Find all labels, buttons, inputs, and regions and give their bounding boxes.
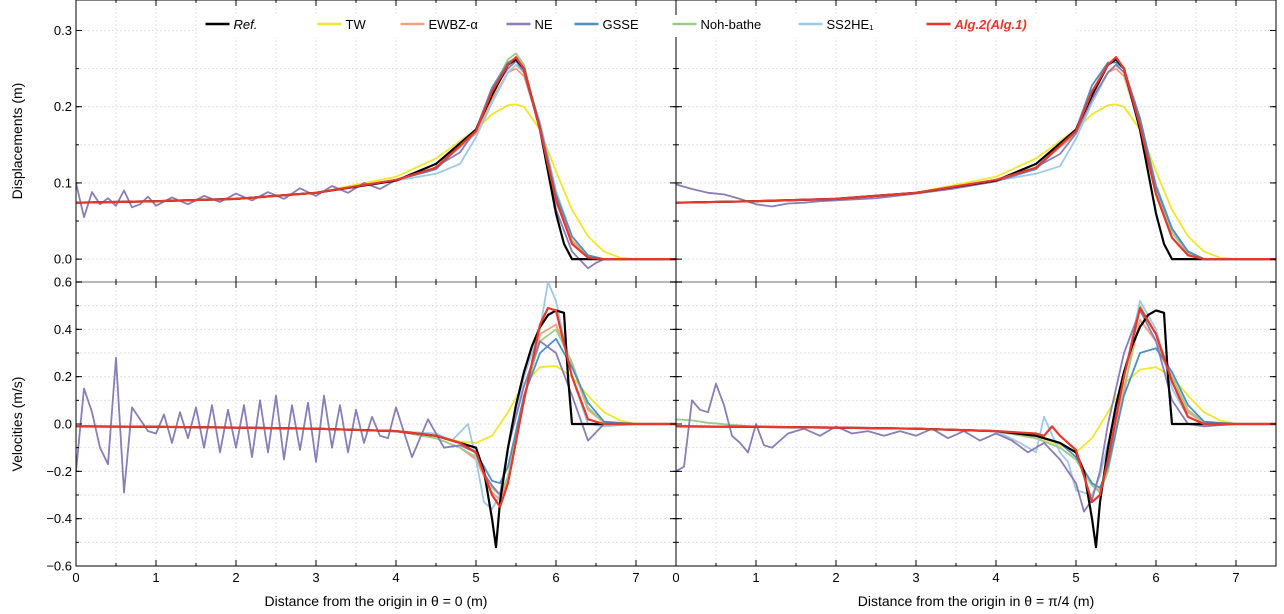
y-tick-label: 0.0 (54, 417, 72, 432)
x-tick-label: 4 (392, 570, 399, 585)
x-tick-label: 2 (232, 570, 239, 585)
panel-frame (675, 0, 1277, 283)
series-line-ref- (76, 309, 676, 549)
series-line-ewbz- (676, 67, 1276, 260)
x-tick-label: 7 (632, 570, 639, 585)
series-line-ss2he- (76, 63, 676, 260)
panel-series-bottom-left (76, 282, 676, 549)
series-line-tw (676, 103, 1276, 260)
y-axis-label-bottom: Velocities (m/s) (9, 377, 25, 472)
series-line-gsse (676, 61, 1276, 260)
series-line-ne (76, 60, 676, 270)
y-tick-label: 0.1 (54, 175, 72, 190)
series-line-ref- (676, 58, 1276, 261)
y-tick-label: 0.2 (54, 99, 72, 114)
x-tick-label: 6 (552, 570, 559, 585)
series-line-alg-2-alg-1- (76, 56, 676, 261)
series-line-ref- (76, 58, 676, 261)
series-line-ss2he- (676, 63, 1276, 260)
series-line-alg-2-alg-1- (676, 306, 1276, 504)
ticks-layer: 0.0 0.1 0.2 0.3 0 1 2 3 4 5 6 7 −0.6 −0.4 −0.2 0.0 0.2 0.… (46, 0, 1277, 585)
panel-series-top-right (676, 56, 1276, 261)
legend-label: NE (535, 17, 553, 32)
series-line-noh-bathe (676, 58, 1276, 260)
legend-label: Alg.2(Alg.1) (954, 17, 1027, 32)
series-line-ne (676, 309, 1276, 513)
y-tick-label: 0.0 (54, 252, 72, 267)
x-tick-label: 3 (912, 570, 919, 585)
x-tick-label: 5 (472, 570, 479, 585)
legend-label: GSSE (603, 17, 639, 32)
y-tick-label: −0.4 (46, 511, 72, 526)
series-line-ref- (676, 309, 1276, 549)
panel-frame (75, 0, 677, 283)
x-axis-label-right: Distance from the origin in θ = π/4 (m) (858, 593, 1094, 609)
series-line-ne (676, 63, 1276, 260)
legend-label: SS2HE₁ (827, 17, 875, 32)
legend-label: EWBZ-α (429, 17, 479, 32)
x-tick-label: 0 (672, 570, 679, 585)
x-tick-label: 7 (1232, 570, 1239, 585)
legend-label: TW (346, 17, 367, 32)
series-layer (76, 52, 1276, 549)
y-tick-label: −0.6 (46, 559, 72, 574)
x-tick-label: 5 (1072, 570, 1079, 585)
series-line-gsse (76, 57, 676, 260)
series-line-noh-bathe (76, 52, 676, 260)
y-tick-label: −0.2 (46, 464, 72, 479)
series-line-alg-2-alg-1- (76, 306, 676, 508)
y-tick-label: 0.6 (54, 275, 72, 290)
series-line-ne (76, 340, 676, 496)
series-line-tw (76, 103, 676, 260)
y-tick-label: 0.2 (54, 369, 72, 384)
y-tick-label: 0.4 (54, 322, 72, 337)
panel-series-top-left (76, 52, 676, 270)
x-tick-label: 6 (1152, 570, 1159, 585)
legend-label: Ref. (234, 17, 258, 32)
y-tick-label: 0.3 (54, 23, 72, 38)
x-tick-label: 2 (832, 570, 839, 585)
x-tick-label: 1 (752, 570, 759, 585)
legend-background (197, 15, 1077, 37)
legend: Ref. TW EWBZ-α NE GSSE Noh-bathe SS2HE₁ Alg.2(A… (197, 15, 1077, 37)
panel-series-bottom-right (676, 300, 1276, 549)
y-axis-label-top: Displacements (m) (9, 83, 25, 200)
x-tick-label: 3 (312, 570, 319, 585)
x-tick-label: 1 (152, 570, 159, 585)
series-line-alg-2-alg-1- (676, 56, 1276, 261)
series-line-ss2he- (76, 282, 676, 511)
series-line-ss2he- (676, 300, 1276, 496)
x-axis-label-left: Distance from the origin in θ = 0 (m) (265, 593, 488, 609)
series-line-gsse (676, 347, 1276, 489)
series-line-ewbz- (76, 67, 676, 260)
x-tick-label: 4 (992, 570, 999, 585)
x-tick-label: 0 (72, 570, 79, 585)
legend-label: Noh-bathe (701, 17, 762, 32)
